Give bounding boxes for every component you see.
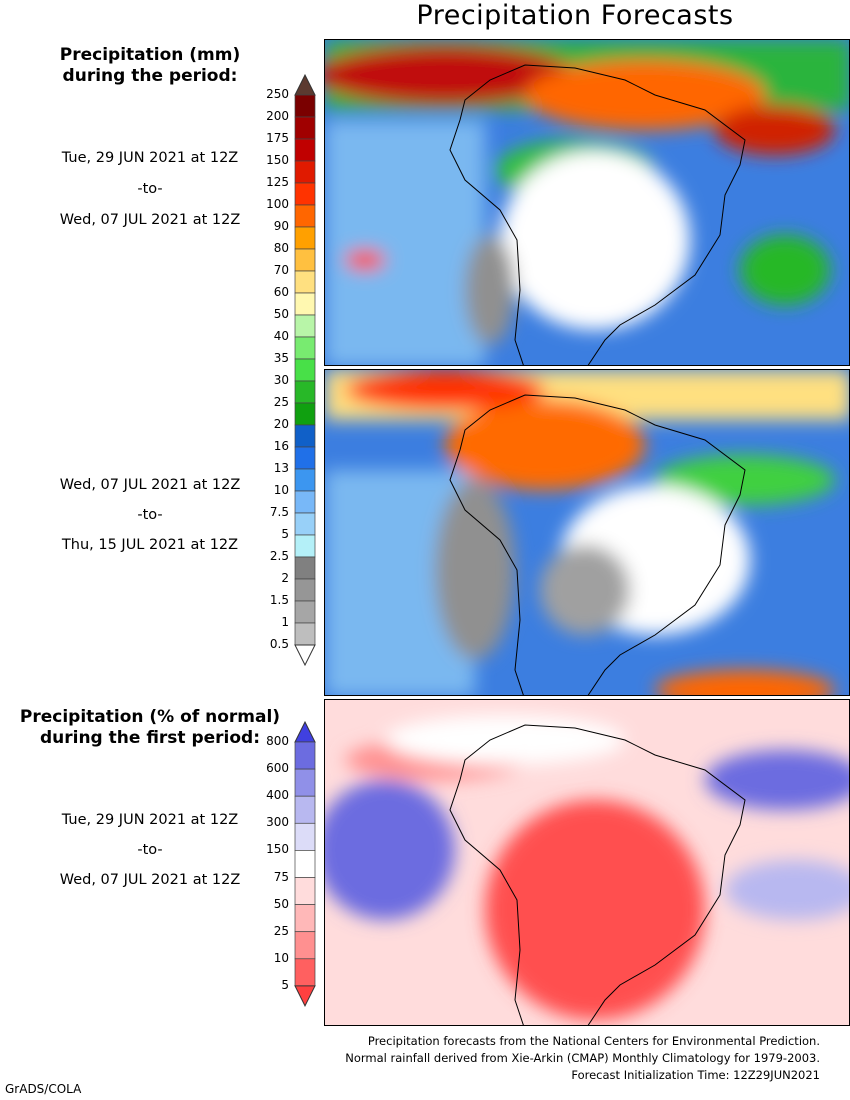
mm-colorbar-swatch <box>294 578 316 602</box>
pct-colorbar-under-arrow <box>294 985 316 1008</box>
period1-start: Tue, 29 JUN 2021 at 12Z <box>61 150 239 166</box>
pct-colorbar-swatch <box>294 822 316 851</box>
mm-colorbar-swatch <box>294 512 316 536</box>
pct-colorbar-label: 800 <box>266 734 289 748</box>
pct-colorbar-label: 75 <box>273 869 289 884</box>
pct-colorbar-swatch <box>294 768 316 797</box>
mm-colorbar-label: 60 <box>273 285 289 299</box>
mm-colorbar-swatch <box>294 270 316 294</box>
mm-colorbar-label: 13 <box>273 461 289 475</box>
mm-colorbar-swatch <box>294 600 316 624</box>
mm-colorbar-label: 5 <box>281 527 289 541</box>
pct-colorbar-swatch <box>294 931 316 960</box>
pct-colorbar-swatch <box>294 795 316 824</box>
mm-colorbar-swatch <box>294 160 316 184</box>
mm-colorbar-swatch <box>294 380 316 404</box>
mm-colorbar-swatch <box>294 622 316 646</box>
mm-colorbar-label: 35 <box>273 351 289 365</box>
pct-colorbar-label: 150 <box>266 842 289 857</box>
pct-header-line2: during the first period: <box>39 728 261 748</box>
mm-colorbar-swatch <box>294 556 316 580</box>
mm-colorbar-swatch <box>294 314 316 338</box>
pct-colorbar-swatch <box>294 850 316 878</box>
mm-header-line1: Precipitation (mm) <box>59 45 241 65</box>
period2-sep: -to- <box>137 507 163 523</box>
map-panel-period2 <box>324 369 850 696</box>
mm-colorbar-label: 30 <box>273 373 289 387</box>
period2-start: Wed, 07 JUL 2021 at 12Z <box>59 477 241 493</box>
mm-colorbar-label: 150 <box>266 153 289 167</box>
map-panel-percent <box>324 699 850 1026</box>
pct-colorbar-label: 400 <box>266 788 289 803</box>
mm-colorbar-label: 1.5 <box>269 593 289 607</box>
mm-colorbar-label: 100 <box>266 197 289 211</box>
pct-colorbar-swatch <box>294 741 316 770</box>
mm-colorbar-swatch <box>294 138 316 162</box>
mm-colorbar-label: 90 <box>273 219 289 233</box>
mm-colorbar-label: 10 <box>273 483 289 497</box>
grads-credit: GrADS/COLA <box>5 1082 82 1096</box>
map-panel-period1 <box>324 39 850 366</box>
pct-header: Precipitation (% of normal) during the f… <box>0 707 300 749</box>
mm-colorbar-swatch <box>294 292 316 316</box>
mm-colorbar-swatch <box>294 490 316 514</box>
mm-colorbar-label: 2 <box>281 571 289 585</box>
pct-colorbar-label: 10 <box>273 950 289 965</box>
mm-colorbar-label: 175 <box>266 131 289 145</box>
mm-colorbar-swatch <box>294 248 316 272</box>
mm-colorbar-swatch <box>294 534 316 558</box>
pct-colorbar-swatch <box>294 904 316 933</box>
pct-colorbar-label: 5 <box>281 977 289 992</box>
mm-colorbar-label: 20 <box>273 417 289 431</box>
pct-colorbar-label: 50 <box>273 896 289 911</box>
mm-colorbar-label: 40 <box>273 329 289 343</box>
mm-colorbar-swatch <box>294 468 316 492</box>
mm-colorbar-under-arrow <box>294 644 316 667</box>
pct-colorbar-over-arrow <box>294 720 316 743</box>
page-title: Precipitation Forecasts <box>416 0 734 31</box>
mm-colorbar-label: 7.5 <box>269 505 289 519</box>
pct-header-line1: Precipitation (% of normal) <box>19 707 281 727</box>
mm-colorbar-swatch <box>294 94 316 118</box>
period3-start: Tue, 29 JUN 2021 at 12Z <box>61 812 239 828</box>
mm-header: Precipitation (mm) during the period: <box>0 45 300 87</box>
mm-colorbar-label: 125 <box>266 175 289 189</box>
period3-end: Wed, 07 JUL 2021 at 12Z <box>59 872 241 888</box>
mm-colorbar-label: 80 <box>273 241 289 255</box>
mm-colorbar-label: 250 <box>266 87 289 101</box>
mm-colorbar-label: 25 <box>273 395 289 409</box>
mm-colorbar-label: 0.5 <box>269 637 289 651</box>
footer-line1: Precipitation forecasts from the Nationa… <box>367 1034 820 1048</box>
footer-line2: Normal rainfall derived from Xie-Arkin (… <box>345 1051 820 1065</box>
pct-colorbar-swatch <box>294 877 316 905</box>
period3-sep: -to- <box>137 842 163 858</box>
pct-colorbar-swatch <box>294 958 316 987</box>
period2-end: Thu, 15 JUL 2021 at 12Z <box>61 537 239 553</box>
mm-colorbar-swatch <box>294 446 316 470</box>
mm-colorbar-swatch <box>294 116 316 140</box>
mm-colorbar-swatch <box>294 358 316 382</box>
mm-colorbar-over-arrow <box>294 73 316 96</box>
pct-colorbar-label: 600 <box>266 761 289 776</box>
mm-colorbar-swatch <box>294 226 316 250</box>
period1-end: Wed, 07 JUL 2021 at 12Z <box>59 212 241 228</box>
mm-colorbar-label: 70 <box>273 263 289 277</box>
mm-colorbar-swatch <box>294 402 316 426</box>
pct-colorbar-label: 300 <box>266 815 289 830</box>
mm-colorbar-swatch <box>294 336 316 360</box>
pct-colorbar-label: 25 <box>273 923 289 938</box>
mm-colorbar-swatch <box>294 424 316 448</box>
mm-colorbar-label: 200 <box>266 109 289 123</box>
mm-colorbar-label: 2.5 <box>269 549 289 563</box>
mm-colorbar-swatch <box>294 204 316 228</box>
period1-sep: -to- <box>137 181 163 197</box>
footer-line3: Forecast Initialization Time: 12Z29JUN20… <box>571 1068 820 1082</box>
mm-colorbar-label: 50 <box>273 307 289 321</box>
mm-header-line2: during the period: <box>62 66 238 86</box>
mm-colorbar-label: 16 <box>273 439 289 453</box>
mm-colorbar-label: 1 <box>281 615 289 629</box>
mm-colorbar-swatch <box>294 182 316 206</box>
